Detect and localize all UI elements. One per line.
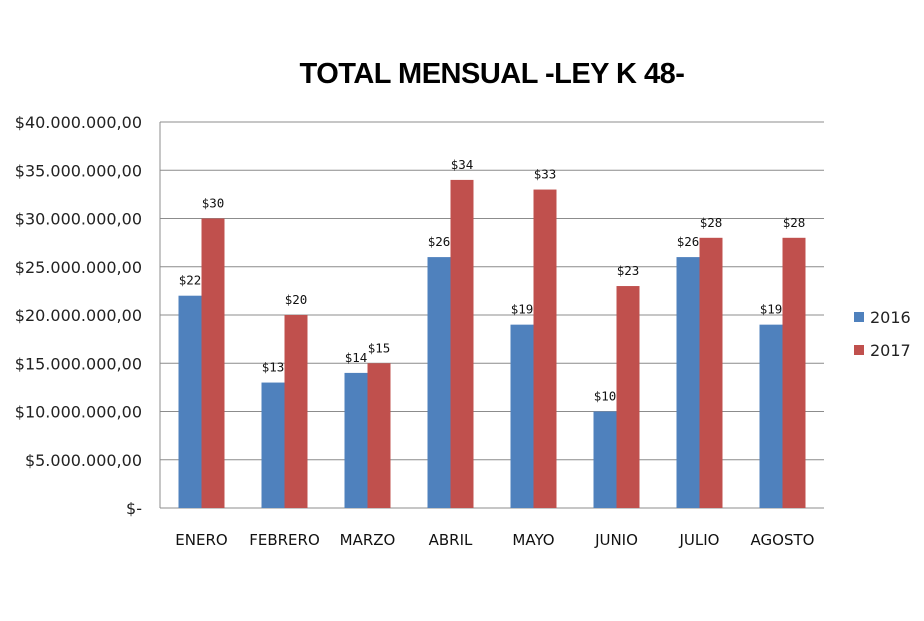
data-label: $19 — [511, 302, 534, 317]
bar-2017-junio — [616, 286, 640, 508]
data-label: $28 — [783, 215, 806, 230]
data-label: $10 — [594, 389, 617, 404]
bar-2016-febrero — [261, 382, 285, 508]
data-label: $15 — [368, 340, 391, 355]
bar-2016-agosto — [759, 324, 783, 508]
x-tick-label: JUNIO — [594, 531, 638, 549]
y-tick-label: $30.000.000,00 — [15, 210, 142, 229]
data-label: $26 — [677, 234, 700, 249]
data-label: $20 — [285, 292, 308, 307]
y-tick-label: $5.000.000,00 — [25, 451, 142, 470]
y-tick-label: $15.000.000,00 — [15, 354, 142, 373]
data-label: $34 — [451, 157, 474, 172]
data-label: $22 — [179, 273, 202, 288]
y-tick-label: $35.000.000,00 — [15, 161, 142, 180]
data-label: $33 — [534, 167, 557, 182]
bar-2016-enero — [178, 295, 202, 508]
bar-2017-abril — [450, 179, 474, 508]
data-label: $13 — [262, 360, 285, 375]
data-label: $19 — [760, 302, 783, 317]
bar-2016-junio — [593, 411, 617, 508]
y-tick-label: $25.000.000,00 — [15, 258, 142, 277]
x-tick-label: MARZO — [340, 531, 396, 549]
legend-swatch-2017 — [854, 345, 864, 355]
data-label: $30 — [202, 196, 225, 211]
data-label: $26 — [428, 234, 451, 249]
x-tick-label: ENERO — [175, 531, 227, 549]
bar-2016-marzo — [344, 372, 368, 508]
legend-label: 2016 — [870, 308, 911, 327]
y-tick-label: $20.000.000,00 — [15, 306, 142, 325]
bar-2017-enero — [201, 218, 225, 508]
x-tick-label: ABRIL — [429, 531, 473, 549]
bar-2017-mayo — [533, 189, 557, 509]
bar-2017-agosto — [782, 237, 806, 509]
data-label: $28 — [700, 215, 723, 230]
bar-2017-marzo — [367, 363, 391, 508]
legend-label: 2017 — [870, 341, 911, 360]
x-tick-label: MAYO — [512, 531, 554, 549]
x-tick-label: AGOSTO — [751, 531, 815, 549]
bar-2016-abril — [427, 257, 451, 508]
bar-2017-julio — [699, 237, 723, 509]
y-tick-label: $10.000.000,00 — [15, 403, 142, 422]
bar-2017-febrero — [284, 315, 308, 508]
x-tick-label: FEBRERO — [249, 531, 320, 549]
data-label: $23 — [617, 263, 640, 278]
chart-title: TOTAL MENSUAL -LEY K 48- — [299, 58, 685, 90]
bar-2016-mayo — [510, 324, 534, 508]
y-tick-label: $- — [126, 499, 142, 518]
x-tick-label: JULIO — [679, 531, 720, 549]
legend-swatch-2016 — [854, 312, 864, 322]
data-label: $14 — [345, 350, 368, 365]
y-tick-label: $40.000.000,00 — [15, 113, 142, 132]
bar-2016-julio — [676, 257, 700, 508]
